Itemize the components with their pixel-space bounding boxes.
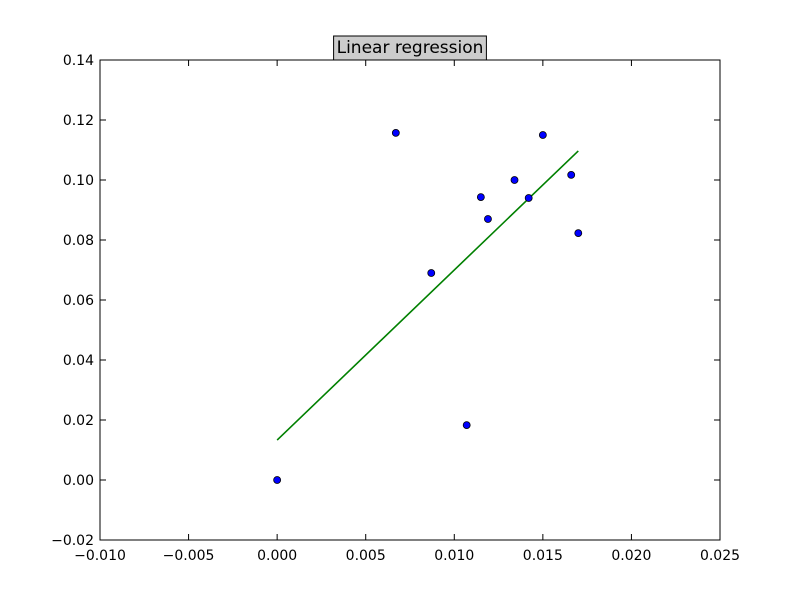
scatter-points <box>273 128 583 484</box>
chart-title-box <box>333 35 487 61</box>
scatter-point <box>391 128 400 137</box>
scatter-point <box>476 193 485 202</box>
x-tick-label: 0.005 <box>346 548 386 564</box>
x-tick-label: 0.020 <box>611 548 651 564</box>
x-tick-label: 0.000 <box>257 548 297 564</box>
y-tick-label: 0.06 <box>63 293 94 309</box>
scatter-point <box>510 176 519 184</box>
axis-ticks: −0.010 −0.005 0.000 0.005 0.010 0.015 0.020 0.0… <box>51 53 740 564</box>
y-tick-label: 0.00 <box>63 473 94 489</box>
scatter-point <box>538 131 547 139</box>
y-tick-label: 0.12 <box>63 113 94 129</box>
scatter-point <box>462 421 471 430</box>
x-tick-label: 0.010 <box>434 548 474 564</box>
scatter-point <box>524 194 533 202</box>
scatter-point <box>273 476 282 484</box>
y-tick-label: 0.04 <box>63 353 94 369</box>
scatter-point <box>574 229 583 238</box>
scatter-point <box>427 269 436 277</box>
y-tick-label: 0.08 <box>63 233 94 249</box>
scatter-point <box>567 170 576 179</box>
y-tick-label: 0.10 <box>63 173 94 189</box>
y-tick-label: −0.02 <box>51 533 94 549</box>
x-tick-label: −0.005 <box>163 548 215 564</box>
y-tick-label: 0.02 <box>63 413 94 429</box>
x-tick-label: 0.025 <box>700 548 740 564</box>
x-tick-label: 0.015 <box>523 548 563 564</box>
chart-title: Linear regression <box>337 38 484 58</box>
x-tick-label: −0.010 <box>74 548 126 564</box>
y-tick-label: 0.14 <box>63 53 94 69</box>
plot-area <box>100 60 720 540</box>
chart-title-group: Linear regression <box>333 35 487 61</box>
scatter-point <box>484 215 492 223</box>
